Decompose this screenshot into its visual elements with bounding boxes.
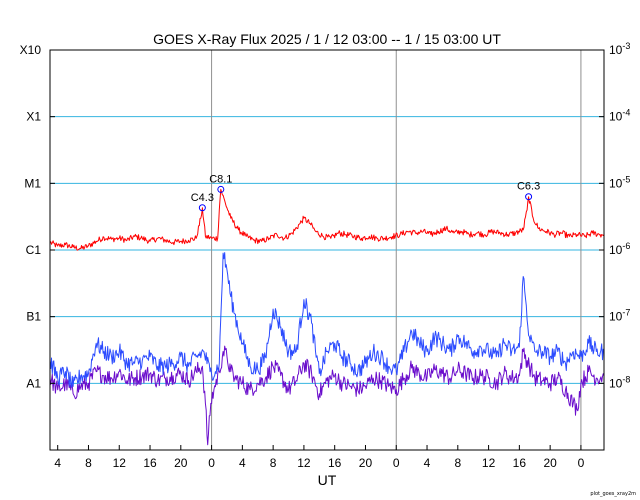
x-tick-label-11: 0 [393,456,400,470]
right-tick-label-0: 10-3 [609,41,630,57]
x-tick-label-16: 20 [543,456,557,470]
x-tick-label-15: 16 [513,456,527,470]
left-tick-label-2: M1 [24,176,41,190]
left-tick-label-0: X10 [20,43,42,57]
credit-label: plot_goes_xray2m [590,491,636,497]
annotation-marker-2 [525,193,533,201]
x-tick-label-1: 8 [85,456,92,470]
left-tick-label-4: B1 [26,310,41,324]
left-tick-label-5: A1 [26,376,41,390]
x-axis-ticks: 4 8 12 16 20 0 4 8 12 16 20 0 4 8 12 16 20 0 [54,445,585,470]
annotation-marker-1 [217,185,225,193]
series-short-a [49,252,605,388]
series-short-b [49,345,605,446]
annotation-label-2: C6.3 [517,181,540,193]
annotation-label-0: C4.3 [191,192,214,204]
x-tick-label-10: 20 [359,456,373,470]
right-tick-label-1: 10-4 [609,108,630,124]
x-tick-label-9: 16 [328,456,342,470]
annotation-marker-0 [198,204,206,212]
x-tick-label-13: 8 [454,456,461,470]
x-axis-label: UT [318,472,337,488]
left-axis-ticks: X10 X1 M1 C1 B1 A1 [20,43,55,390]
x-tick-label-4: 20 [174,456,188,470]
x-tick-label-8: 12 [297,456,311,470]
right-axis-ticks: 10-3 10-4 10-5 10-6 10-7 10-8 [599,41,630,390]
x-tick-label-6: 4 [239,456,246,470]
left-tick-label-1: X1 [26,110,41,124]
right-tick-label-3: 10-6 [609,241,630,257]
x-tick-label-3: 16 [143,456,157,470]
right-tick-label-4: 10-7 [609,308,630,324]
x-tick-label-0: 4 [54,456,61,470]
x-tick-label-12: 4 [424,456,431,470]
x-tick-label-5: 0 [208,456,215,470]
x-tick-label-7: 8 [270,456,277,470]
right-tick-label-2: 10-5 [609,174,630,190]
right-tick-label-5: 10-8 [609,374,630,390]
x-tick-label-2: 12 [113,456,127,470]
series-long [49,188,605,251]
series-group [49,188,605,446]
x-tick-label-14: 12 [482,456,496,470]
gridlines [50,116,604,384]
annotation-label-1: C8.1 [209,173,232,185]
chart-title: GOES X-Ray Flux 2025 / 1 / 12 03:00 -- 1… [153,31,501,47]
annotations: C4.3 C8.1 C6.3 [191,173,540,212]
x-tick-label-17: 0 [578,456,585,470]
left-tick-label-3: C1 [26,243,42,257]
